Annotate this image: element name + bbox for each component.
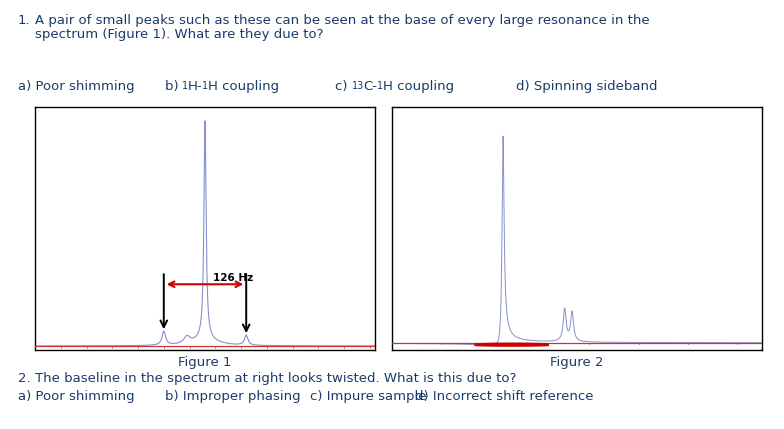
Text: 1: 1 <box>377 81 383 91</box>
Text: A pair of small peaks such as these can be seen at the base of every large reson: A pair of small peaks such as these can … <box>35 14 650 27</box>
Text: C-: C- <box>363 80 377 93</box>
Text: Figure 2: Figure 2 <box>550 356 604 369</box>
Text: H-: H- <box>188 80 202 93</box>
Text: d) Incorrect shift reference: d) Incorrect shift reference <box>415 390 593 403</box>
Text: Figure 1: Figure 1 <box>178 356 232 369</box>
Text: c) Impure sample: c) Impure sample <box>310 390 426 403</box>
Text: 126 Hz: 126 Hz <box>212 273 253 283</box>
Text: b) Improper phasing: b) Improper phasing <box>165 390 300 403</box>
Text: H coupling: H coupling <box>208 80 279 93</box>
Text: spectrum (Figure 1). What are they due to?: spectrum (Figure 1). What are they due t… <box>35 28 324 41</box>
Text: c): c) <box>335 80 352 93</box>
Text: a) Poor shimming: a) Poor shimming <box>18 390 135 403</box>
Text: H coupling: H coupling <box>383 80 454 93</box>
Text: 13: 13 <box>352 81 365 91</box>
Text: 1: 1 <box>202 81 208 91</box>
Text: 1.: 1. <box>18 14 31 27</box>
Text: 1: 1 <box>182 81 188 91</box>
Text: The baseline in the spectrum at right looks twisted. What is this due to?: The baseline in the spectrum at right lo… <box>35 372 517 385</box>
Text: d) Spinning sideband: d) Spinning sideband <box>516 80 658 93</box>
Text: 2.: 2. <box>18 372 31 385</box>
Text: b): b) <box>165 80 183 93</box>
Text: a) Poor shimming: a) Poor shimming <box>18 80 135 93</box>
